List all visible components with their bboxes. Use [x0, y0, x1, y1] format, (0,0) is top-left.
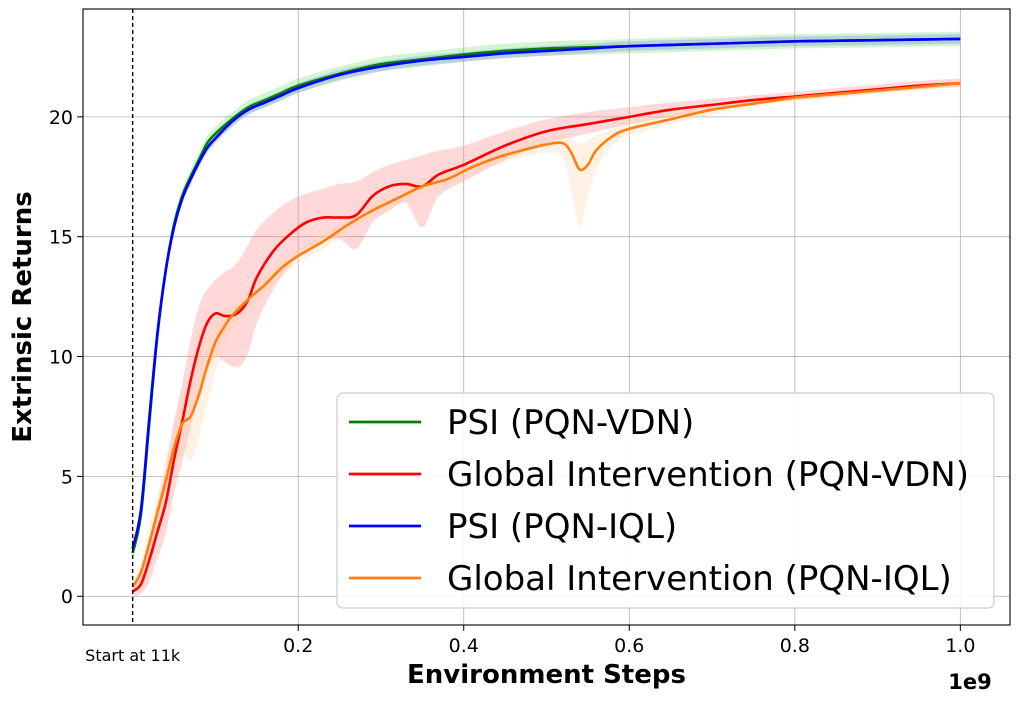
x-axis-ticks: 0.2 0.4 0.6 0.8 1.0	[283, 625, 975, 657]
legend-label: PSI (PQN-VDN)	[447, 403, 694, 443]
start-annotation: Start at 11k	[85, 646, 181, 665]
legend: PSI (PQN-VDN) Global Intervention (PQN-VD…	[336, 392, 995, 609]
y-axis-ticks: 0 5 10 15 20	[49, 107, 83, 608]
y-tick-label: 0	[61, 586, 73, 608]
legend-box	[336, 392, 995, 609]
series-band-2	[132, 78, 961, 597]
legend-label: PSI (PQN-IQL)	[447, 507, 677, 547]
series-line-3	[131, 37, 961, 549]
y-tick-label: 5	[61, 466, 73, 488]
y-axis-label: Extrinsic Returns	[8, 191, 38, 442]
x-axis-offset-label: 1e9	[948, 670, 991, 694]
plot-frame	[82, 8, 1011, 626]
x-tick-label: 1.0	[945, 635, 975, 657]
x-axis-label: Environment Steps	[407, 660, 686, 690]
series-line-2	[131, 82, 961, 593]
y-tick-label: 20	[49, 107, 73, 129]
x-tick-label: 0.4	[449, 635, 479, 657]
x-tick-label: 0.8	[780, 635, 810, 657]
series-lines	[131, 37, 961, 593]
legend-label: Global Intervention (PQN-IQL)	[447, 559, 952, 599]
y-tick-label: 10	[49, 347, 73, 369]
x-tick-label: 0.6	[614, 635, 644, 657]
series-line-4	[131, 82, 961, 588]
legend-label: Global Intervention (PQN-VDN)	[447, 455, 969, 495]
x-tick-label: 0.2	[283, 635, 313, 657]
y-tick-label: 15	[49, 227, 73, 249]
confidence-bands	[132, 31, 961, 597]
